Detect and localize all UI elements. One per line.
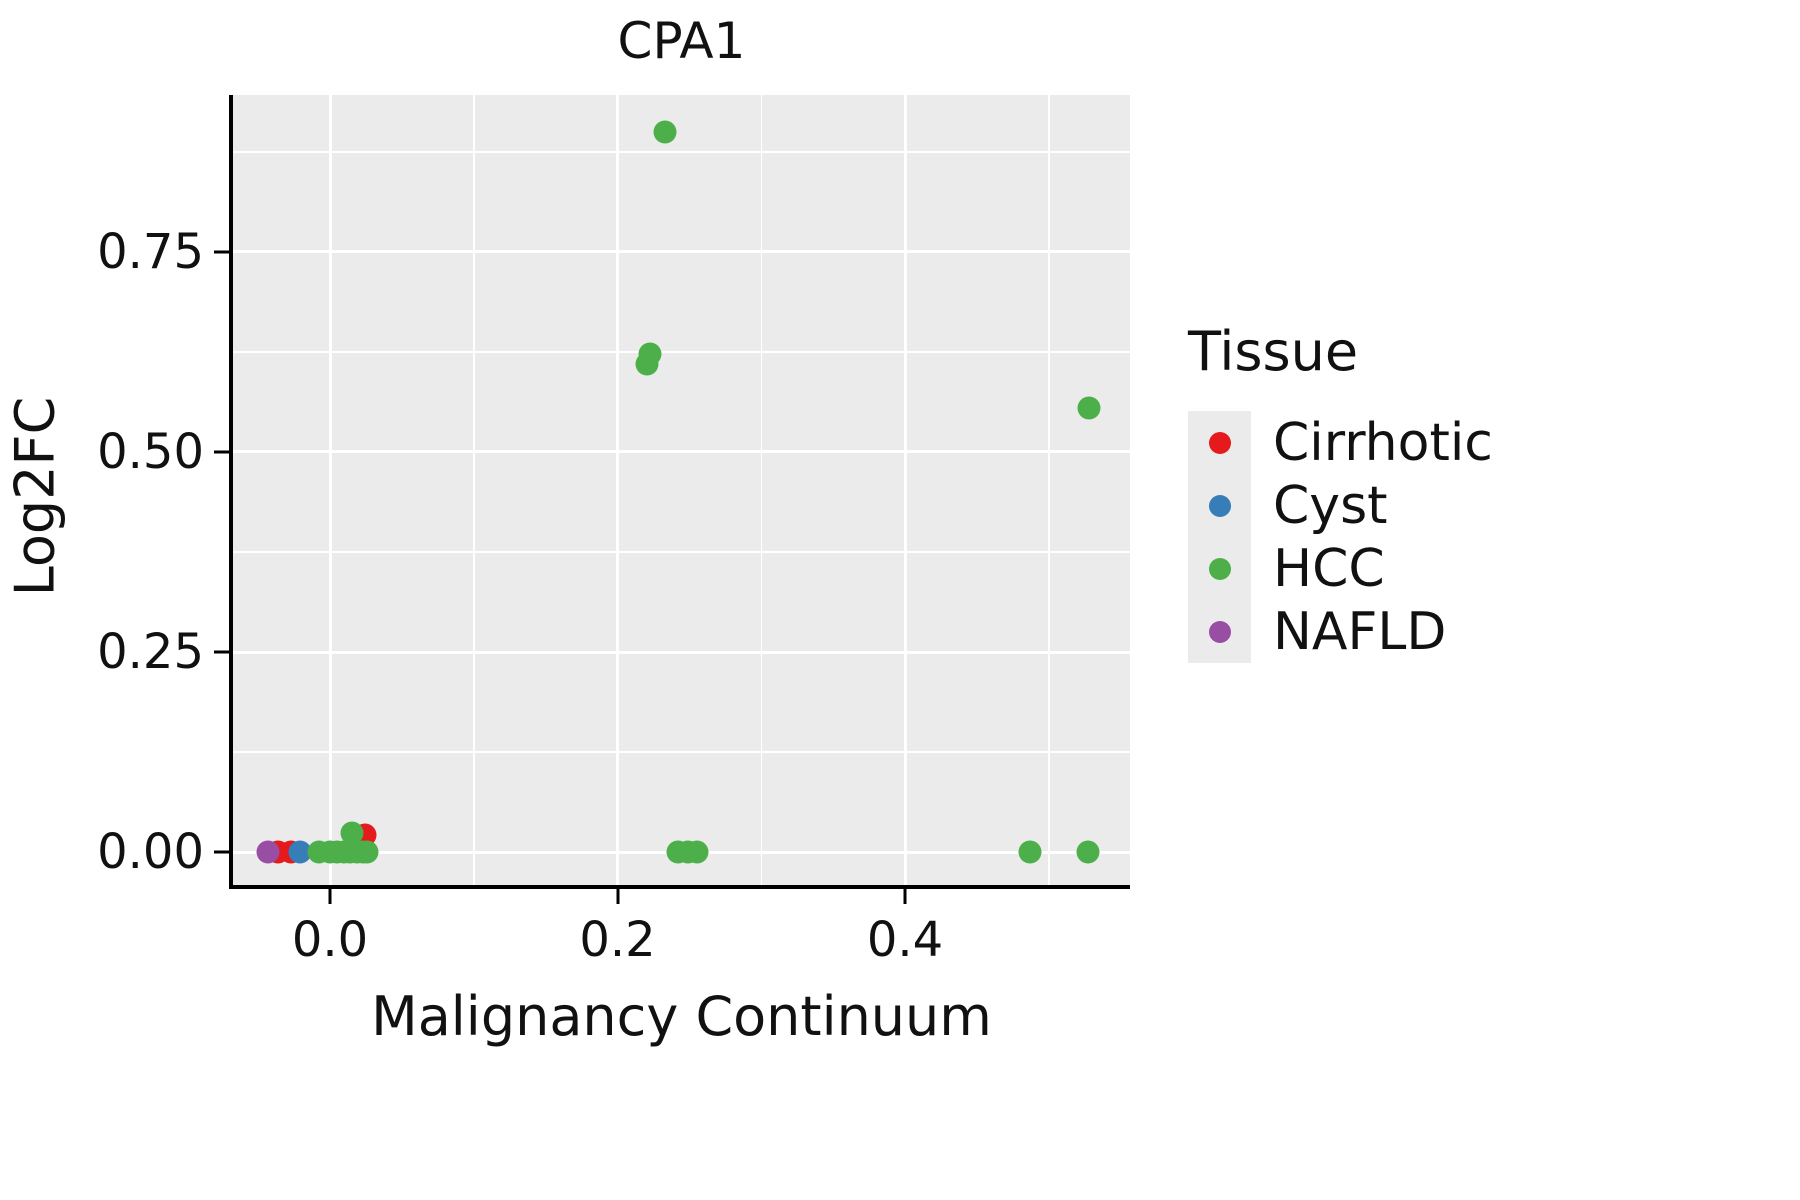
legend-label: NAFLD (1273, 601, 1447, 662)
y-axis-label: Log2FC (3, 396, 67, 597)
y-tick-mark (214, 650, 229, 654)
legend-key-background (1188, 600, 1251, 663)
gridline (233, 250, 1130, 254)
legend-label: HCC (1273, 538, 1385, 599)
x-tick-mark (903, 889, 907, 904)
legend-swatch-hcc (1208, 557, 1231, 580)
data-point-nafld (256, 840, 280, 864)
gridline (903, 95, 907, 885)
x-tick-label: 0.0 (291, 912, 369, 968)
legend-item-nafld: NAFLD (1188, 600, 1493, 663)
y-tick-label: 0.75 (97, 223, 204, 280)
legend-label: Cyst (1273, 475, 1388, 536)
gridline (233, 751, 1130, 753)
legend-item-hcc: HCC (1188, 537, 1493, 600)
gridline (1048, 95, 1050, 885)
plot-area (233, 95, 1130, 885)
y-axis-line (229, 95, 233, 889)
y-tick-mark (214, 250, 229, 254)
x-axis-line (229, 885, 1130, 889)
legend-item-cyst: Cyst (1188, 474, 1493, 537)
gridline (328, 95, 332, 885)
x-tick-label: 0.2 (579, 912, 656, 968)
data-point-hcc (685, 840, 709, 864)
gridline (233, 551, 1130, 553)
data-point-hcc (355, 840, 379, 864)
gridline (760, 95, 763, 885)
legend-key-background (1188, 537, 1251, 600)
legend-swatch-cyst (1208, 494, 1231, 517)
gridline (233, 151, 1130, 153)
x-tick-mark (328, 889, 332, 904)
legend-title: Tissue (1188, 320, 1359, 383)
data-point-hcc (340, 821, 364, 845)
gridline (473, 95, 475, 885)
chart-title: CPA1 (617, 12, 746, 70)
y-tick-label: 0.00 (97, 824, 204, 881)
legend-key-background (1188, 474, 1251, 537)
legend-key-background (1188, 411, 1251, 474)
x-tick-label: 0.4 (866, 912, 944, 968)
x-axis-label: Malignancy Continuum (371, 985, 992, 1048)
x-tick-mark (616, 889, 620, 904)
legend-swatch-cirrhotic (1208, 431, 1231, 454)
legend-swatch-nafld (1208, 620, 1231, 643)
gridline (616, 95, 620, 885)
data-point-hcc (1076, 840, 1100, 864)
data-point-hcc (638, 342, 662, 366)
legend-item-cirrhotic: Cirrhotic (1188, 411, 1493, 474)
legend: Tissue Cirrhotic Cyst HCC NAFLD (1188, 320, 1493, 663)
y-tick-mark (214, 450, 229, 454)
gridline (233, 650, 1130, 654)
y-tick-mark (214, 850, 229, 854)
data-point-hcc (653, 120, 677, 144)
gridline (233, 450, 1130, 454)
y-tick-label: 0.25 (97, 624, 204, 681)
y-tick-label: 0.50 (97, 423, 204, 480)
data-point-cyst (288, 840, 312, 864)
data-point-hcc (1077, 396, 1101, 420)
gridline (233, 351, 1130, 353)
legend-items: Cirrhotic Cyst HCC NAFLD (1188, 411, 1493, 663)
legend-label: Cirrhotic (1273, 412, 1493, 473)
data-point-hcc (1018, 840, 1042, 864)
